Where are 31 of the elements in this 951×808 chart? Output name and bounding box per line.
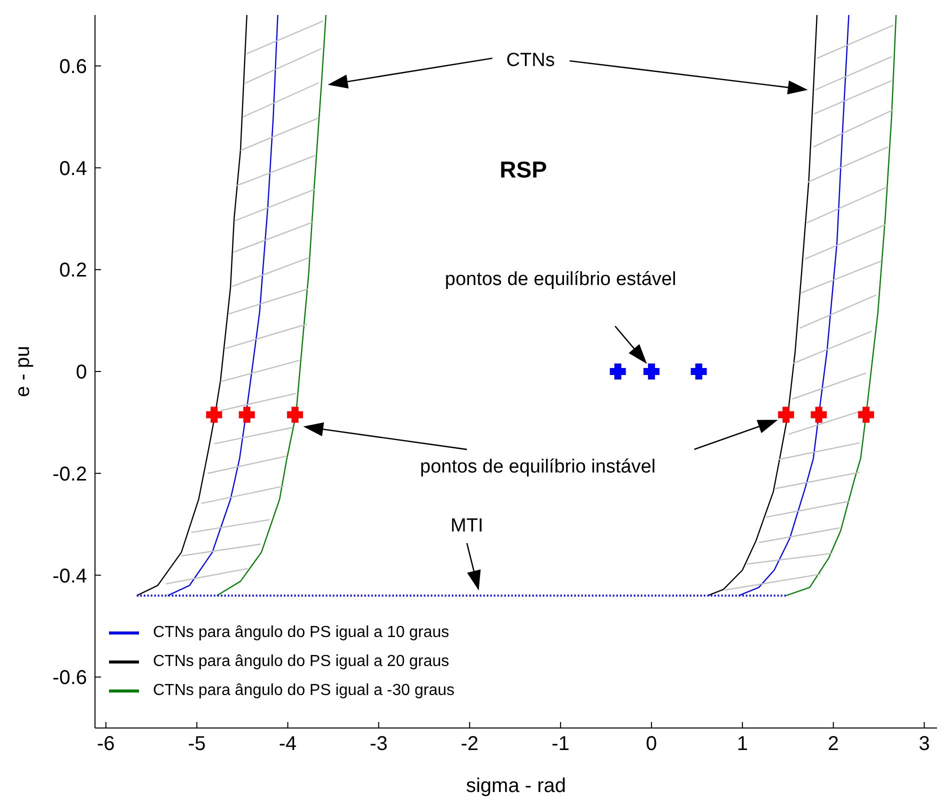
y-tick-label: -0.6 — [52, 667, 87, 690]
legend-label: CTNs para ângulo do PS igual a -30 graus — [153, 682, 455, 700]
x-tick-label: -4 — [278, 733, 297, 756]
line-series — [136, 15, 248, 596]
y-axis-title: e - pu — [12, 346, 34, 398]
annotation: CTNs — [506, 50, 555, 71]
legend-label: CTNs para ângulo do PS igual a 10 graus — [153, 624, 450, 642]
line-series — [707, 15, 818, 596]
x-tick-label: -6 — [97, 733, 115, 756]
x-tick-label: 2 — [828, 733, 839, 756]
x-tick-label: -1 — [552, 733, 570, 756]
annotation: pontos de equilíbrio estável — [444, 268, 676, 290]
x-tick-label: 1 — [736, 733, 748, 756]
x-tick-label: 3 — [918, 733, 930, 756]
y-tick-label: -0.2 — [52, 463, 87, 486]
x-axis-title: sigma - rad — [466, 775, 566, 797]
y-tick-label: 0.4 — [59, 158, 87, 180]
y-tick-label: 0 — [76, 362, 87, 384]
x-tick-label: -3 — [370, 733, 388, 756]
x-tick-label: -2 — [460, 733, 479, 756]
line-series — [785, 15, 897, 596]
y-tick-label: 0.2 — [59, 260, 87, 282]
x-tick-label: 0 — [646, 733, 658, 756]
annotation: RSP — [500, 156, 547, 182]
y-tick-label: 0.6 — [59, 56, 87, 78]
annotation: pontos de equilíbrio instável — [420, 456, 656, 478]
legend-label: CTNs para ângulo do PS igual a 20 graus — [153, 652, 450, 670]
x-tick-label: -5 — [188, 733, 206, 756]
annotation: MTI — [450, 515, 484, 536]
line-series — [216, 15, 327, 596]
y-tick-label: -0.4 — [52, 565, 87, 588]
